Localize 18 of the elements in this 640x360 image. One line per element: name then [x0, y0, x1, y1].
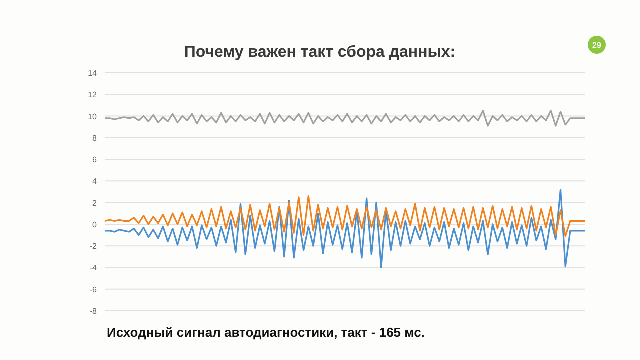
y-tick-label: 2	[92, 198, 98, 208]
y-tick-label: 14	[88, 69, 98, 78]
y-tick-label: -6	[90, 285, 98, 294]
line-series	[104, 196, 586, 238]
y-tick-label: 10	[88, 112, 98, 122]
y-tick-label: -2	[90, 242, 98, 252]
text: Исходный сигнал автодиагностики, такт - 165 мс.	[107, 325, 425, 340]
line-series	[104, 189, 586, 269]
y-tick-label: 6	[92, 156, 98, 165]
y-tick-label: 12	[88, 90, 98, 100]
text: 29	[592, 41, 602, 50]
y-tick-label: 8	[92, 134, 98, 143]
y-tick-label: -4	[90, 264, 98, 273]
y-tick-label: 0	[92, 220, 98, 230]
line-series	[104, 110, 586, 127]
y-tick-label: -8	[90, 307, 98, 316]
chart-title: Почему важен такт сбора данных:	[184, 44, 456, 61]
y-tick-label: 4	[92, 177, 98, 186]
